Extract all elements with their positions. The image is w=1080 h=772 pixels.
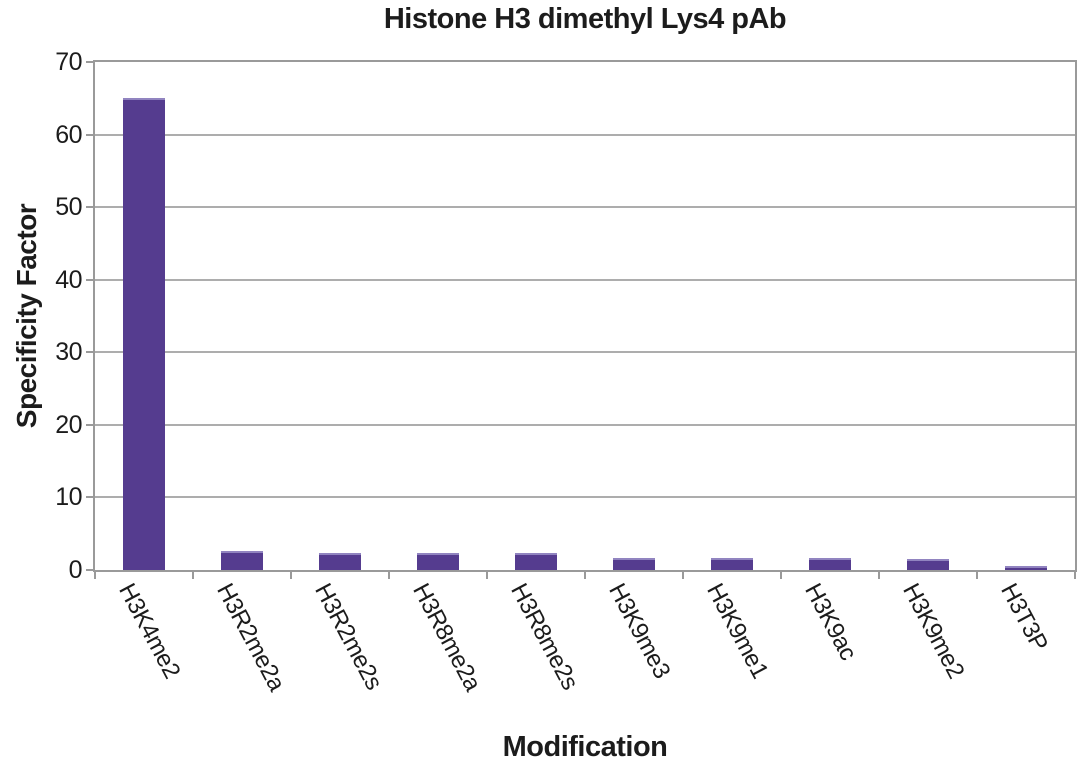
x-tick-label: H3K9me2 xyxy=(897,579,970,683)
gridline xyxy=(95,206,1075,209)
x-tick-label: H3K4me2 xyxy=(113,579,186,683)
x-tick-mark xyxy=(780,570,782,579)
x-tick-label: H3R2me2s xyxy=(309,579,388,695)
bar xyxy=(907,559,949,570)
y-tick-label: 60 xyxy=(55,120,82,149)
y-tick-mark xyxy=(86,278,95,281)
bar xyxy=(319,553,361,570)
x-tick-mark xyxy=(290,570,292,579)
gridline xyxy=(95,133,1075,136)
x-tick-mark xyxy=(682,570,684,579)
bar xyxy=(123,98,165,570)
x-tick-mark xyxy=(878,570,880,579)
y-tick-mark xyxy=(86,61,95,63)
y-tick-label: 70 xyxy=(55,48,82,76)
plot-area xyxy=(93,60,1077,572)
gridline xyxy=(95,351,1075,354)
x-tick-mark xyxy=(388,570,390,579)
x-tick-mark xyxy=(1074,570,1076,579)
gridline xyxy=(95,423,1075,426)
y-tick-mark xyxy=(86,351,95,354)
bar xyxy=(711,557,753,570)
x-tick-label: H3R2me2a xyxy=(211,579,291,696)
y-tick-mark xyxy=(86,423,95,426)
bar xyxy=(515,552,557,570)
gridline xyxy=(95,278,1075,281)
bar xyxy=(809,557,851,570)
y-tick-label: 40 xyxy=(55,265,82,294)
x-axis-title: Modification xyxy=(502,731,668,763)
x-tick-label: H3T3P xyxy=(995,579,1053,656)
bar xyxy=(613,557,655,570)
x-tick-mark xyxy=(192,570,194,579)
x-tick-label: H3K9me1 xyxy=(701,579,774,683)
y-tick-label: 30 xyxy=(55,338,82,367)
y-tick-label: 10 xyxy=(55,483,82,512)
y-tick-mark xyxy=(86,133,95,136)
y-tick-mark xyxy=(86,569,95,571)
bar xyxy=(417,553,459,570)
x-tick-mark xyxy=(976,570,978,579)
x-tick-mark xyxy=(94,570,96,579)
y-tick-label: 0 xyxy=(68,556,83,584)
y-tick-mark xyxy=(86,496,95,499)
y-tick-label: 50 xyxy=(55,193,82,222)
bar xyxy=(1005,566,1047,570)
x-tick-mark xyxy=(486,570,488,579)
y-tick-mark xyxy=(86,206,95,209)
x-tick-label: H3K9me3 xyxy=(603,579,676,683)
gridline xyxy=(95,496,1075,499)
x-tick-label: H3K9ac xyxy=(799,579,862,665)
chart-title: Histone H3 dimethyl Lys4 pAb xyxy=(383,3,787,35)
x-tick-mark xyxy=(584,570,586,579)
bar xyxy=(221,551,263,570)
x-tick-label: H3R8me2a xyxy=(407,579,487,696)
x-tick-label: H3R8me2s xyxy=(505,579,584,695)
y-tick-label: 20 xyxy=(55,410,82,439)
